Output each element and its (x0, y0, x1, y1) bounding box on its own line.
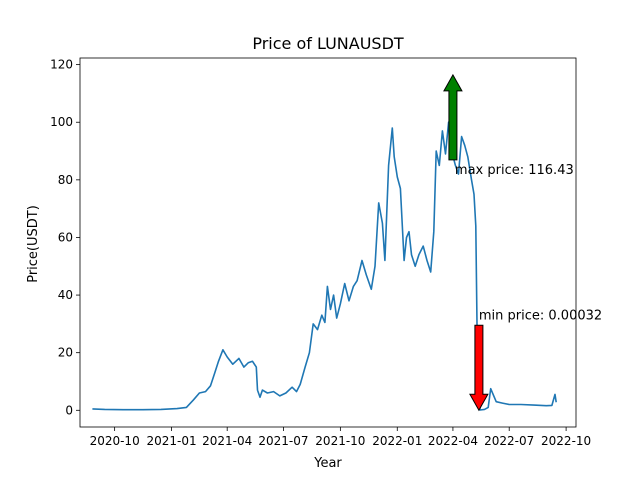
x-tick-label: 2022-10 (541, 434, 591, 448)
price-series-line (92, 121, 557, 411)
x-tick-label: 2020-10 (90, 434, 140, 448)
max-price-label: max price: 116.43 (455, 163, 574, 178)
y-tick-label: 60 (58, 230, 73, 244)
y-tick-label: 20 (58, 346, 73, 360)
y-axis-label: Price(USDT) (26, 205, 41, 283)
x-tick-label: 2021-01 (146, 434, 196, 448)
x-tick-label: 2021-04 (202, 434, 252, 448)
x-tick-label: 2022-01 (372, 434, 422, 448)
chart-title: Price of LUNAUSDT (252, 34, 404, 53)
min-price-arrow (469, 324, 489, 412)
y-tick-label: 0 (65, 403, 73, 417)
x-tick-label: 2021-10 (315, 434, 365, 448)
y-tick-label: 40 (58, 288, 73, 302)
x-axis-label: Year (313, 456, 342, 471)
plot-frame (79, 57, 577, 428)
x-tick-label: 2022-07 (484, 434, 534, 448)
x-tick-label: 2022-04 (428, 434, 478, 448)
plot-area: 2020-10 2021-01 2021-04 2021-07 2021-10 2022-… (50, 57, 602, 448)
max-price-arrow (443, 73, 463, 161)
x-tick-label: 2021-07 (258, 434, 308, 448)
min-price-label: min price: 0.00032 (479, 308, 602, 323)
y-tick-label: 80 (58, 173, 73, 187)
y-tick-label: 100 (50, 115, 73, 129)
y-tick-label: 120 (50, 58, 73, 72)
